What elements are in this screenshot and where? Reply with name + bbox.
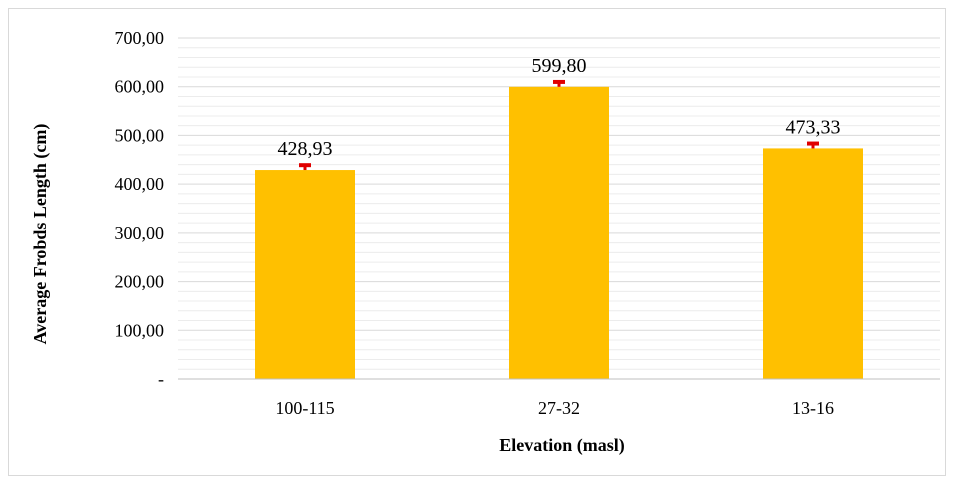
x-tick-label: 13-16 [792,398,834,418]
y-tick-label: 100,00 [115,320,165,340]
y-tick-label: 600,00 [115,77,165,97]
bar [255,170,355,379]
bars [255,86,863,380]
x-tick-label: 100-115 [275,398,334,418]
y-tick-label: - [158,369,164,389]
data-label: 428,93 [278,138,333,160]
x-tick-label: 27-32 [538,398,580,418]
y-tick-label: 300,00 [115,223,165,243]
error-bars [299,79,819,171]
y-tick-labels: - 100,00 200,00 300,00 400,00 500,00 600,00 700… [115,28,165,389]
data-label: 473,33 [786,117,841,139]
bar [509,86,609,380]
y-tick-label: 400,00 [115,174,165,194]
bar [763,148,863,379]
x-axis-title: Elevation (masl) [499,435,625,456]
y-axis-title: Average Frobds Length (cm) [30,124,51,345]
data-label: 599,80 [532,55,587,77]
y-tick-label: 500,00 [115,125,165,145]
y-tick-label: 200,00 [115,272,165,292]
y-tick-label: 700,00 [115,28,165,48]
data-labels: 428,93 599,80 473,33 [278,55,841,160]
x-tick-labels: 100-115 27-32 13-16 [275,398,834,418]
